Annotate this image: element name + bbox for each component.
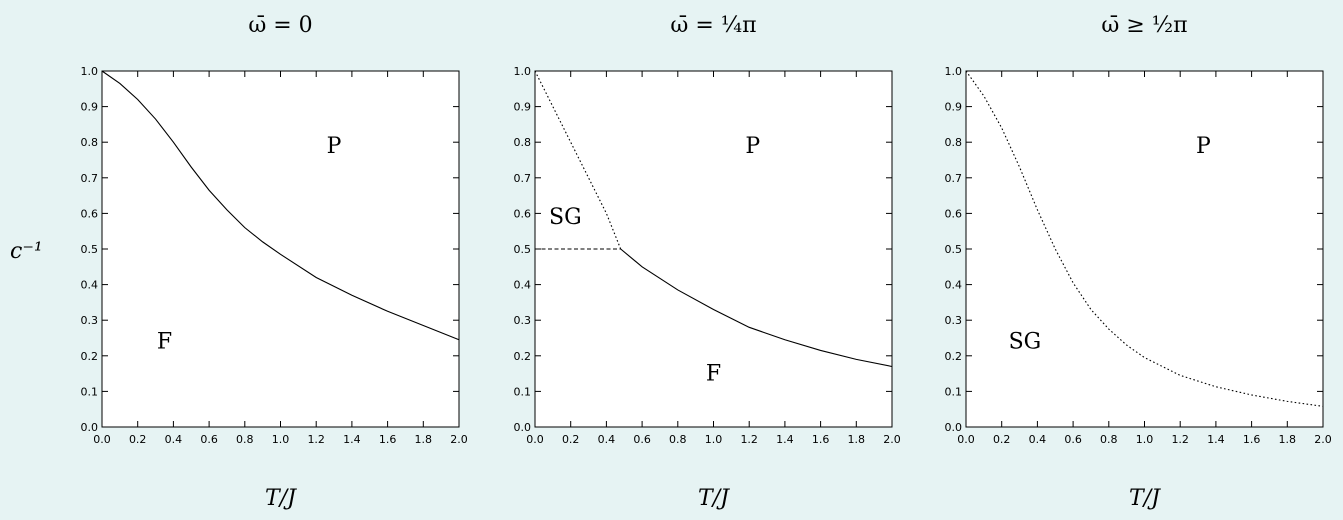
panels: 0.0 0.2 0.4 0.6 0.8 1.0 1.2 1.4 1.6 1.8 2.0 0.0 0.1 0… <box>81 13 1332 511</box>
y-tick-label: 1.0 <box>81 65 99 78</box>
y-tick-label: 0.0 <box>945 421 963 434</box>
region-label-p: P <box>1196 134 1211 159</box>
x-tick-label: 1.8 <box>415 433 433 446</box>
panel-2: 0.0 0.2 0.4 0.6 0.8 1.0 1.2 1.4 1.6 1.8 2.0 0.0 0.1 0… <box>514 13 901 511</box>
x-tick-label: 1.4 <box>776 433 794 446</box>
x-tick-label: 1.2 <box>740 433 758 446</box>
y-tick-label: 0.4 <box>945 279 963 292</box>
panel-3: 0.0 0.2 0.4 0.6 0.8 1.0 1.2 1.4 1.6 1.8 2.0 0.0 0.1 0… <box>945 13 1332 511</box>
phase-boundary-solid <box>101 70 460 341</box>
x-tick-label: 0.4 <box>165 433 183 446</box>
region-label-f: F <box>706 362 721 387</box>
y-tick-label: 0.0 <box>81 421 99 434</box>
panel-1: 0.0 0.2 0.4 0.6 0.8 1.0 1.2 1.4 1.6 1.8 2.0 0.0 0.1 0… <box>81 13 468 511</box>
x-tick-label: 0.0 <box>526 433 544 446</box>
x-tick-label: 0.8 <box>1100 433 1118 446</box>
y-tick-label: 1.0 <box>514 65 532 78</box>
y-tick-label: 0.2 <box>81 350 99 363</box>
x-axis-label: T/J <box>1129 486 1161 511</box>
y-tick-label: 0.5 <box>514 243 532 256</box>
x-tick-label: 2.0 <box>1314 433 1332 446</box>
x-tick-label: 0.0 <box>957 433 975 446</box>
x-tick-label: 0.2 <box>993 433 1011 446</box>
x-tick-label: 0.8 <box>236 433 254 446</box>
panel-title: ω̄ ≥ ½π <box>1101 13 1187 38</box>
x-axis-label: T/J <box>698 486 730 511</box>
plot-area-3 <box>965 70 1324 428</box>
y-tick-label: 0.7 <box>514 172 532 185</box>
y-tick-label: 1.0 <box>945 65 963 78</box>
y-axis-label: c⁻¹ <box>10 239 43 264</box>
y-tick-label: 0.5 <box>81 243 99 256</box>
x-tick-label: 0.4 <box>598 433 616 446</box>
y-tick-label: 0.9 <box>514 101 532 114</box>
y-tick-label: 0.8 <box>514 136 532 149</box>
y-tick-label: 0.0 <box>514 421 532 434</box>
y-tick-label: 0.1 <box>81 385 99 398</box>
y-tick-label: 0.6 <box>945 207 963 220</box>
x-tick-label: 1.2 <box>1171 433 1189 446</box>
x-tick-label: 0.6 <box>200 433 218 446</box>
x-tick-label: 0.0 <box>93 433 111 446</box>
y-tick-label: 0.2 <box>514 350 532 363</box>
x-tick-label: 0.4 <box>1029 433 1047 446</box>
y-tick-label: 0.4 <box>81 279 99 292</box>
y-tick-label: 0.3 <box>514 314 532 327</box>
x-tick-label: 1.8 <box>848 433 866 446</box>
x-tick-label: 0.6 <box>1064 433 1082 446</box>
x-tick-label: 1.6 <box>812 433 830 446</box>
region-label-f: F <box>157 330 172 355</box>
y-tick-label: 0.6 <box>81 207 99 220</box>
phase-boundary-dotted <box>534 70 622 250</box>
region-label-sg: SG <box>1009 330 1042 355</box>
phase-boundary-solid <box>620 248 893 368</box>
x-tick-label: 1.4 <box>1207 433 1225 446</box>
y-tick-label: 0.3 <box>945 314 963 327</box>
x-tick-label: 2.0 <box>450 433 468 446</box>
y-tick-label: 0.4 <box>514 279 532 292</box>
x-tick-label: 1.2 <box>307 433 325 446</box>
region-label-p: P <box>745 134 760 159</box>
y-tick-label: 0.6 <box>514 207 532 220</box>
x-tick-label: 2.0 <box>883 433 901 446</box>
x-tick-label: 0.8 <box>669 433 687 446</box>
x-tick-label: 1.0 <box>1136 433 1154 446</box>
x-tick-label: 1.0 <box>705 433 723 446</box>
x-tick-label: 0.2 <box>562 433 580 446</box>
region-label-sg: SG <box>549 205 582 230</box>
plot-area-1 <box>101 70 460 428</box>
x-tick-label: 1.6 <box>379 433 397 446</box>
x-axis-label: T/J <box>265 486 297 511</box>
x-tick-label: 1.0 <box>272 433 290 446</box>
panel-title: ω̄ = 0 <box>248 13 312 38</box>
y-tick-label: 0.9 <box>945 101 963 114</box>
y-tick-label: 0.7 <box>945 172 963 185</box>
panel-title: ω̄ = ¼π <box>670 13 756 38</box>
y-tick-label: 0.3 <box>81 314 99 327</box>
y-tick-label: 0.1 <box>945 385 963 398</box>
y-tick-label: 0.2 <box>945 350 963 363</box>
y-tick-label: 0.9 <box>81 101 99 114</box>
region-label-p: P <box>327 134 342 159</box>
y-tick-label: 0.5 <box>945 243 963 256</box>
y-tick-label: 0.8 <box>945 136 963 149</box>
phase-boundary-dotted <box>965 70 1324 407</box>
x-tick-label: 0.6 <box>633 433 651 446</box>
x-tick-label: 0.2 <box>129 433 147 446</box>
x-tick-label: 1.8 <box>1279 433 1297 446</box>
y-tick-label: 0.1 <box>514 385 532 398</box>
y-tick-label: 0.8 <box>81 136 99 149</box>
x-tick-label: 1.4 <box>343 433 361 446</box>
x-tick-label: 1.6 <box>1243 433 1261 446</box>
y-tick-label: 0.7 <box>81 172 99 185</box>
